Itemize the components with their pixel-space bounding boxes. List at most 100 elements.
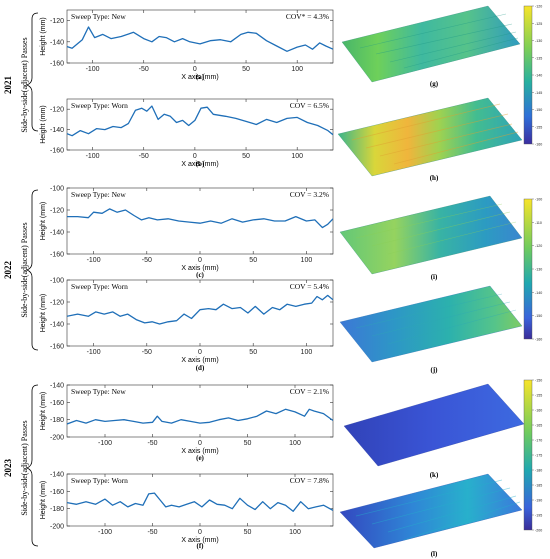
x-tick-label: 100 [291, 153, 303, 160]
panel-label: (b) [196, 160, 205, 168]
y-tick-label: -100 [50, 186, 64, 193]
surface-k: (k) [343, 383, 525, 479]
line-chart-3: -100 -50 0 50 100 -160 -140 -120 -100 X axis (mm)… [40, 186, 334, 279]
surface-render [339, 285, 523, 363]
colorbar-tick-label: -185 [535, 484, 542, 488]
colorbar-tick-label: -140 [535, 291, 542, 295]
x-axis-label: X axis (mm) [181, 448, 218, 455]
plot-frame [66, 187, 334, 255]
colorbar-tick-label: -110 [535, 221, 542, 225]
y-tick-label: -160 [50, 252, 64, 259]
surface-ridges [355, 203, 517, 255]
x-tick-label: 50 [244, 529, 252, 536]
colorbar-tick-label: -130 [535, 268, 542, 272]
sweep-type-label: Sweep Type: New [71, 190, 126, 199]
colorbar-tick-label: -165 [535, 424, 542, 428]
surface-render [339, 473, 523, 549]
colorbar-tick-label: -160 [535, 338, 542, 342]
colorbar-tick-label: -180 [535, 469, 542, 473]
y-axis-label: Height (mm) [40, 294, 47, 333]
line-chart-6: -100 -50 0 50 100 -200 -180 -160 -140 X axis (mm)… [40, 472, 334, 550]
x-tick-label: 0 [193, 66, 197, 73]
y-tick-label: -120 [50, 18, 64, 25]
colorbar-2021 [523, 5, 533, 145]
x-tick-label: 100 [301, 349, 313, 356]
series-line [67, 492, 333, 512]
cov-label: COV = 6.5% [290, 101, 329, 110]
surface-l: (l) [339, 473, 523, 558]
x-tick-label: -100 [87, 257, 101, 264]
line-chart-4: -100 -50 0 50 100 -160 -140 -120 -100 X axis (mm)… [40, 278, 334, 372]
colorbar-tick-label: -130 [535, 39, 542, 43]
x-tick-label: 0 [198, 529, 202, 536]
y-axis-label: Height (mm) [40, 17, 47, 56]
y-tick-label: -140 [50, 230, 64, 237]
series-line [67, 26, 333, 52]
surface-label: (i) [431, 273, 438, 281]
colorbar-tick-label: -160 [535, 143, 542, 147]
x-tick-label: 100 [289, 529, 301, 536]
y-tick-label: -200 [50, 435, 64, 442]
x-tick-label: -100 [98, 440, 112, 447]
panel-label: (c) [196, 271, 204, 279]
x-tick-label: 0 [193, 153, 197, 160]
sweep-type-label: Sweep Type: Worn [71, 282, 128, 291]
row-label: Side-by-side(adjacent) Passes [20, 420, 29, 515]
x-tick-label: -100 [86, 153, 100, 160]
cov-label: COV = 3.2% [290, 190, 329, 199]
colorbar-tick-label: -190 [535, 499, 542, 503]
year-block-2021: 2021 Side-by-side(adjacent) Passes [3, 12, 39, 133]
colorbar-tick-label: -155 [535, 394, 542, 398]
x-tick-label: -50 [142, 349, 152, 356]
line-chart-5: -100 -50 0 50 100 -200 -180 -160 -140 X axis (mm)… [40, 383, 334, 462]
colorbar-tick-label: -140 [535, 74, 542, 78]
y-tick-label: -160 [50, 61, 64, 68]
colorbar-tick-label: -170 [535, 439, 542, 443]
x-tick-label: -100 [86, 66, 100, 73]
sweep-type-label: Sweep Type: New [71, 12, 126, 21]
series-line [67, 208, 333, 229]
year-bracket [25, 12, 39, 132]
x-tick-label: 0 [198, 349, 202, 356]
surface-i: (i) [339, 195, 523, 281]
x-tick-label: -50 [142, 257, 152, 264]
colorbar-tick-label: -200 [535, 529, 542, 533]
x-tick-label: 0 [198, 257, 202, 264]
x-tick-label: 100 [291, 66, 303, 73]
line-chart-1: -100 -50 0 50 100 -160 -140 -120 X axis (mm) Heig… [40, 9, 334, 81]
x-axis-label: X axis (mm) [181, 161, 218, 168]
sweep-type-label: Sweep Type: Worn [71, 101, 128, 110]
surface-render [341, 5, 521, 83]
year-label-2023: 2023 [3, 459, 13, 478]
y-axis-label: Height (mm) [40, 481, 47, 520]
plot-frame [66, 384, 334, 438]
surface-ridges [351, 103, 519, 165]
surface-ridges [359, 13, 519, 69]
y-tick-label: -120 [50, 107, 64, 114]
colorbar-tick-label: -150 [535, 314, 542, 318]
colorbar-tick-label: -150 [535, 379, 542, 383]
x-axis-label: X axis (mm) [181, 265, 218, 272]
y-tick-label: -160 [50, 400, 64, 407]
colorbar-tick-label: -195 [535, 514, 542, 518]
surface-j: (j) [339, 285, 523, 374]
colorbar-tick-label: -175 [535, 454, 542, 458]
surface-ridges [355, 293, 517, 345]
colorbar-tick-label: -160 [535, 409, 542, 413]
y-tick-label: -180 [50, 506, 64, 513]
x-tick-label: 0 [198, 440, 202, 447]
surface-h: (h) [337, 97, 523, 182]
x-tick-label: 100 [289, 440, 301, 447]
x-tick-label: 100 [301, 257, 313, 264]
x-tick-label: 50 [249, 257, 257, 264]
x-tick-label: 50 [249, 349, 257, 356]
y-tick-label: -160 [50, 489, 64, 496]
x-tick-label: 50 [242, 66, 250, 73]
colorbar-tick-label: -145 [535, 91, 542, 95]
colorbar-tick-label: -125 [535, 22, 542, 26]
y-tick-label: -120 [50, 300, 64, 307]
sweep-type-label: Sweep Type: New [71, 387, 126, 396]
row-label: Side-by-side(adjacent) Passes [20, 37, 29, 132]
colorbar-tick-label: -100 [535, 198, 542, 202]
y-tick-label: -180 [50, 417, 64, 424]
